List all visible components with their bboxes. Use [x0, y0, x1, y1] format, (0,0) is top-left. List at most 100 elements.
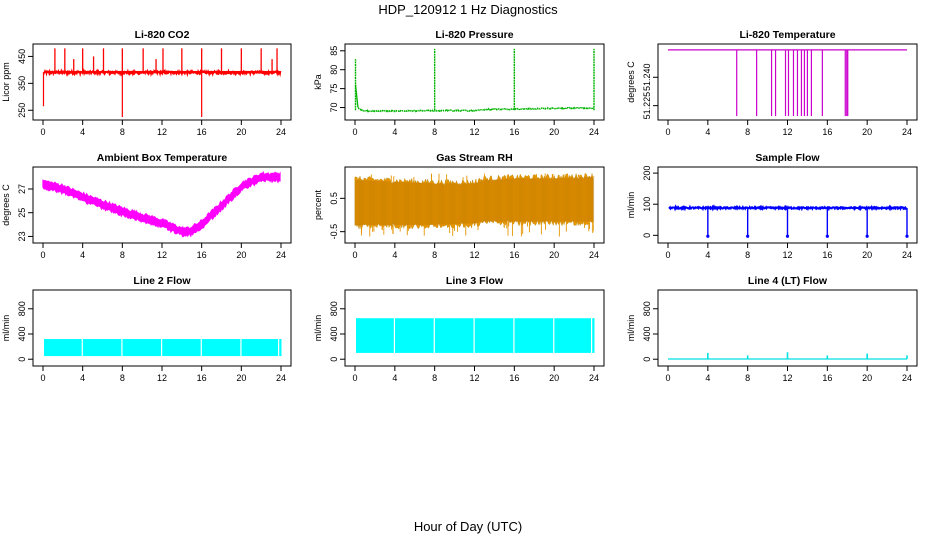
x-tick-label: 0: [352, 127, 357, 137]
y-tick-label: 0: [642, 357, 652, 362]
panel-ylabel: degrees C: [1, 184, 11, 226]
x-tick-label: 24: [902, 373, 912, 383]
x-tick-label: 0: [40, 250, 45, 260]
panel-ylabel: degrees C: [626, 61, 636, 103]
panel-title: Line 2 Flow: [133, 275, 191, 287]
panel-title: Li-820 Pressure: [435, 29, 513, 41]
panel-5: Gas Stream RH percent 0 4 8 12 16 20 24 -0.5 0.5: [313, 152, 605, 260]
y-tick-label: 800: [329, 301, 339, 316]
series-area: [43, 339, 82, 357]
x-tick-label: 12: [469, 127, 479, 137]
x-tick-label: 20: [862, 250, 872, 260]
panel-data: [668, 49, 907, 117]
panel-data: [355, 318, 595, 353]
series-band: [354, 173, 594, 230]
panel-data: [668, 352, 908, 360]
panel-4: Ambient Box Temperature degrees C 0 4 8 12 16 2…: [1, 152, 292, 260]
x-tick-label: 0: [665, 373, 670, 383]
x-tick-label: 16: [509, 127, 519, 137]
panel-data: [354, 173, 595, 237]
x-tick-label: 8: [432, 373, 437, 383]
x-tick-label: 0: [665, 250, 670, 260]
panel-title: Line 4 (LT) Flow: [748, 275, 828, 287]
series-area: [279, 339, 281, 357]
x-tick-label: 20: [236, 250, 246, 260]
series-area: [554, 318, 592, 353]
x-tick-label: 8: [432, 127, 437, 137]
x-tick-label: 4: [392, 127, 397, 137]
x-tick-label: 12: [157, 373, 167, 383]
x-tick-label: 20: [549, 373, 559, 383]
panel-1: Li-820 CO2 Licor ppm 0 4 8 12 16 20 24 250 350 450: [1, 29, 292, 137]
x-tick-label: 24: [276, 373, 286, 383]
x-tick-label: 4: [80, 250, 85, 260]
x-tick-label: 8: [120, 373, 125, 383]
panel-title: Li-820 Temperature: [739, 29, 835, 41]
series-decay: [354, 84, 359, 108]
x-tick-label: 4: [392, 250, 397, 260]
x-tick-label: 16: [822, 127, 832, 137]
x-tick-label: 8: [745, 373, 750, 383]
x-tick-label: 20: [236, 127, 246, 137]
series-area: [434, 318, 474, 353]
y-tick-label: 51.225: [642, 92, 652, 120]
x-tick-label: 24: [589, 373, 599, 383]
y-tick-label: 800: [642, 301, 652, 316]
panel-title: Sample Flow: [755, 152, 820, 164]
x-tick-label: 16: [822, 250, 832, 260]
x-tick-label: 12: [469, 373, 479, 383]
panel-data: [668, 204, 909, 238]
page-xlabel: Hour of Day (UTC): [414, 519, 522, 534]
y-tick-label: 23: [17, 231, 27, 241]
y-tick-label: 400: [642, 326, 652, 341]
x-tick-label: 12: [469, 250, 479, 260]
series-point: [905, 234, 909, 238]
x-tick-label: 12: [157, 250, 167, 260]
panel-data: [43, 339, 282, 357]
x-tick-label: 4: [392, 373, 397, 383]
x-tick-label: 12: [782, 250, 792, 260]
panel-2: Li-820 Pressure kPa 0 4 8 12 16 20 24 70 75 80 85: [313, 29, 605, 137]
x-tick-label: 12: [157, 127, 167, 137]
series-area: [592, 318, 594, 353]
x-tick-label: 4: [80, 373, 85, 383]
x-tick-label: 20: [862, 373, 872, 383]
y-tick-label: 400: [329, 326, 339, 341]
panel-title: Line 3 Flow: [446, 275, 504, 287]
panel-data: [42, 170, 281, 238]
x-tick-label: 0: [40, 127, 45, 137]
panel-ylabel: percent: [313, 189, 323, 220]
x-tick-label: 8: [432, 250, 437, 260]
y-tick-label: 80: [329, 65, 339, 75]
panel-7: Line 2 Flow ml/min 0 4 8 12 16 20 24 0 400 800: [1, 275, 292, 383]
y-tick-label: 75: [329, 84, 339, 94]
panel-ylabel: Licor ppm: [1, 62, 11, 102]
x-tick-label: 16: [509, 250, 519, 260]
panel-ylabel: ml/min: [313, 315, 323, 342]
series-point: [785, 234, 790, 238]
y-tick-label: 0: [329, 357, 339, 362]
x-tick-label: 8: [120, 250, 125, 260]
panel-ylabel: ml/min: [1, 315, 11, 342]
series-line: [357, 106, 595, 113]
page-title: HDP_120912 1 Hz Diagnostics: [378, 2, 558, 17]
x-tick-label: 16: [822, 373, 832, 383]
x-tick-label: 4: [705, 127, 710, 137]
panel-data: [42, 48, 282, 117]
x-tick-label: 8: [120, 127, 125, 137]
x-tick-label: 0: [665, 127, 670, 137]
series-area: [122, 339, 162, 357]
series-point: [746, 234, 750, 238]
panel-6: Sample Flow ml/min 0 4 8 12 16 20 24 0 100 200: [626, 152, 918, 260]
x-tick-label: 20: [236, 373, 246, 383]
panel-frame: [657, 43, 918, 121]
x-tick-label: 24: [276, 250, 286, 260]
x-tick-label: 24: [589, 127, 599, 137]
y-tick-label: 85: [329, 46, 339, 56]
panel-title: Ambient Box Temperature: [97, 152, 228, 164]
x-tick-label: 0: [40, 373, 45, 383]
x-tick-label: 4: [80, 127, 85, 137]
series-area: [162, 339, 201, 357]
